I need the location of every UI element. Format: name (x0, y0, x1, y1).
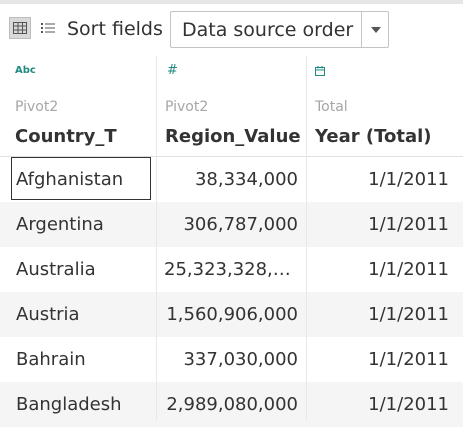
cell-year[interactable]: 1/1/2011 (368, 169, 449, 190)
sort-fields-label: Sort fields (67, 18, 163, 40)
grid-view-button[interactable] (9, 17, 31, 39)
top-border (0, 0, 463, 4)
column-source: Total (315, 99, 348, 115)
cell-region-value[interactable]: 1,560,906,000 (166, 304, 298, 325)
column-name: Region_Value (165, 126, 301, 147)
chevron-down-icon[interactable] (371, 27, 381, 33)
column-divider[interactable] (156, 56, 157, 420)
column-header-year[interactable]: Total Year (Total) (306, 56, 463, 156)
data-grid: Abc Pivot2 Country_T # Pivot2 Region_Val… (0, 56, 463, 427)
sort-fields-value: Data source order (182, 19, 354, 41)
table-row: Australia 25,323,328,0... 1/1/2011 (0, 247, 463, 292)
cell-year[interactable]: 1/1/2011 (368, 304, 449, 325)
toolbar: Sort fields Data source order (0, 4, 463, 56)
column-divider[interactable] (306, 56, 307, 420)
sort-fields-dropdown[interactable]: Data source order (170, 11, 389, 48)
cell-region-value[interactable]: 2,989,080,000 (166, 394, 298, 415)
cell-region-value[interactable]: 337,030,000 (183, 349, 298, 370)
cell-year[interactable]: 1/1/2011 (368, 259, 449, 280)
cell-country[interactable]: Australia (16, 259, 96, 280)
number-type-icon: # (167, 63, 178, 78)
table-row: Argentina 306,787,000 1/1/2011 (0, 202, 463, 247)
list-view-button[interactable] (37, 17, 59, 39)
cell-region-value[interactable]: 306,787,000 (183, 214, 298, 235)
column-header-region-value[interactable]: # Pivot2 Region_Value (156, 56, 306, 156)
string-type-icon: Abc (15, 65, 36, 76)
cell-year[interactable]: 1/1/2011 (368, 394, 449, 415)
table-row: Bangladesh 2,989,080,000 1/1/2011 (0, 382, 463, 427)
cell-year[interactable]: 1/1/2011 (368, 349, 449, 370)
grid-header: Abc Pivot2 Country_T # Pivot2 Region_Val… (0, 56, 463, 157)
cell-country[interactable]: Bahrain (16, 349, 86, 370)
column-name: Year (Total) (315, 126, 432, 147)
column-name: Country_T (15, 126, 117, 147)
table-row: Austria 1,560,906,000 1/1/2011 (0, 292, 463, 337)
column-source: Pivot2 (165, 99, 209, 115)
column-header-country[interactable]: Abc Pivot2 Country_T (0, 56, 156, 156)
dropdown-divider (361, 12, 362, 47)
cell-region-value[interactable]: 38,334,000 (194, 169, 298, 190)
list-view-icon (41, 23, 55, 33)
grid-view-icon (13, 22, 27, 34)
cell-region-value[interactable]: 25,323,328,0... (164, 259, 302, 280)
table-row: Afghanistan 38,334,000 1/1/2011 (0, 157, 463, 202)
cell-country[interactable]: Argentina (16, 214, 104, 235)
cell-country[interactable]: Austria (16, 304, 80, 325)
cell-year[interactable]: 1/1/2011 (368, 214, 449, 235)
column-source: Pivot2 (15, 99, 59, 115)
table-row: Bahrain 337,030,000 1/1/2011 (0, 337, 463, 382)
cell-country[interactable]: Afghanistan (16, 169, 124, 190)
cell-country[interactable]: Bangladesh (16, 394, 122, 415)
calendar-icon (315, 66, 325, 76)
selected-cell-outline (11, 157, 151, 200)
